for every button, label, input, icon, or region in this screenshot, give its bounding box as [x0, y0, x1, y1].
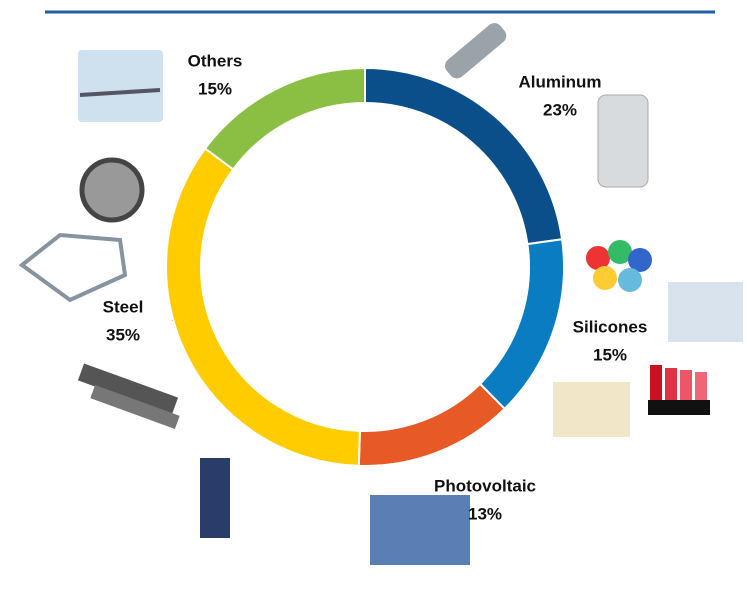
lipstick-image [648, 365, 710, 415]
beams-image [77, 363, 180, 429]
segment-name: Steel [103, 297, 144, 316]
donut-segment [364, 66, 564, 246]
segment-name: Aluminum [518, 72, 601, 91]
segment-name: Others [188, 51, 243, 70]
silicone-image [553, 382, 630, 437]
segment-value: 23% [543, 100, 577, 119]
bridge-image [78, 50, 163, 122]
segment-value: 13% [468, 504, 502, 523]
paint-image [586, 240, 652, 292]
donut-segment [357, 382, 507, 467]
bridge-deck [79, 88, 161, 97]
tower-image [200, 458, 230, 538]
donut-segment [203, 66, 366, 171]
illustrations [18, 23, 743, 565]
segment-value: 15% [593, 345, 627, 364]
sealant-image [668, 282, 743, 342]
segment-name: Photovoltaic [434, 476, 536, 495]
wheel-image [79, 157, 145, 223]
chassis-image [18, 232, 128, 303]
donut-segment [478, 238, 565, 411]
segment-value: 35% [106, 325, 140, 344]
segment-name: Silicones [573, 317, 648, 336]
can-image [597, 94, 649, 188]
solar-image [370, 495, 470, 565]
cable-image [445, 23, 507, 79]
segment-value: 15% [198, 79, 232, 98]
donut-segment [165, 147, 361, 467]
